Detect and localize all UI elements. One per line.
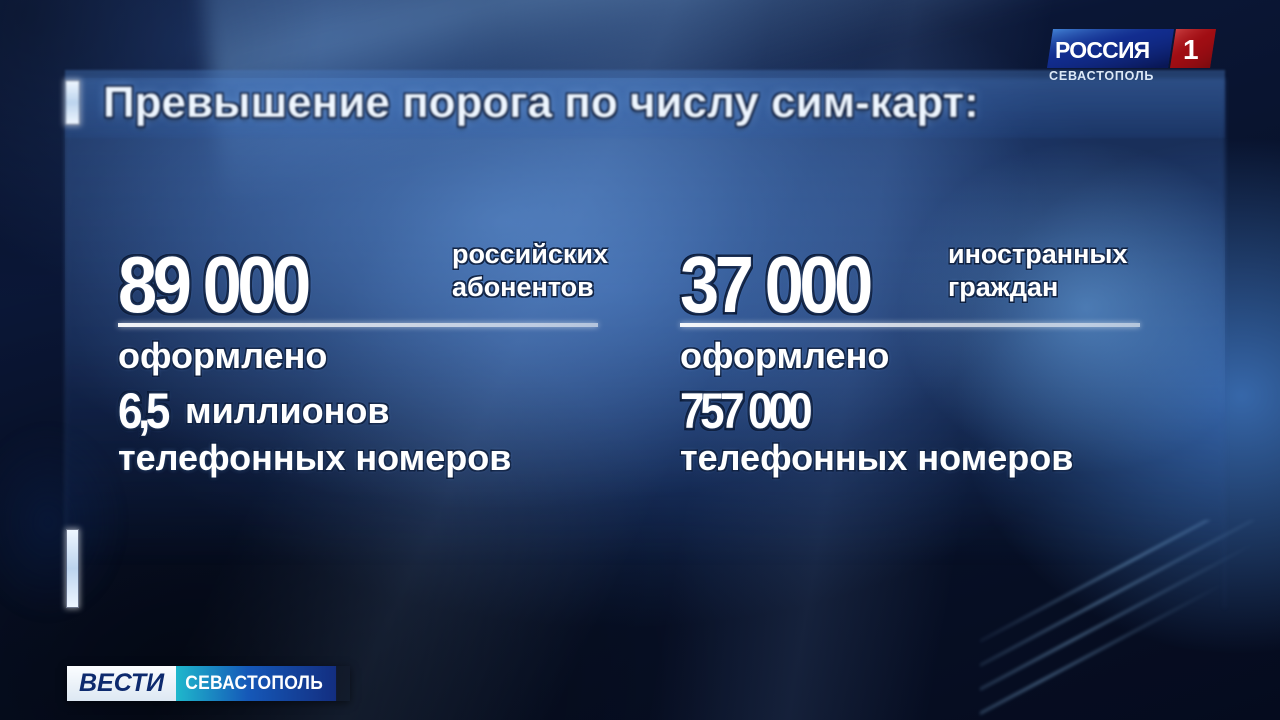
svg-text:РОССИЯ: РОССИЯ — [1055, 37, 1149, 63]
svg-text:СЕВАСТОПОЛЬ: СЕВАСТОПОЛЬ — [1049, 69, 1154, 83]
svg-text:1: 1 — [1183, 34, 1199, 65]
